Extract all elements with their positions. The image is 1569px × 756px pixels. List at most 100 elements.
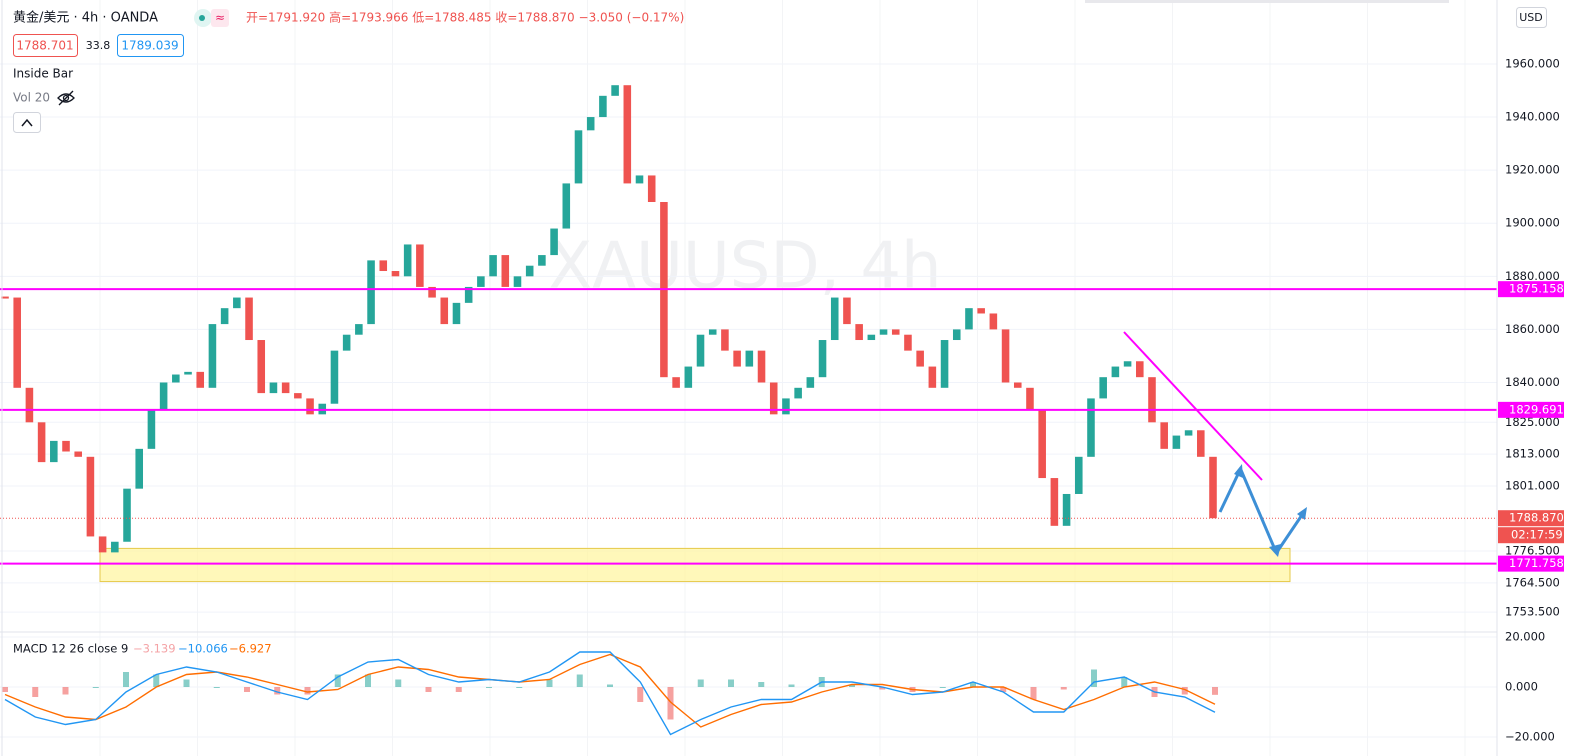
- candle: [464, 286, 473, 303]
- histogram-bar: [879, 687, 886, 690]
- candle: [879, 329, 888, 335]
- candle: [306, 398, 314, 415]
- candle: [538, 255, 546, 266]
- candle: [818, 340, 827, 378]
- candle: [1, 296, 9, 299]
- bid-price: 1788.701: [16, 39, 73, 53]
- histogram-bar: [486, 687, 492, 688]
- pupil: [62, 94, 70, 102]
- bid-box[interactable]: [13, 34, 78, 57]
- candle: [525, 265, 534, 277]
- candle: [184, 371, 192, 375]
- histogram-bar: [607, 684, 613, 687]
- y-tick-label: 1960.000: [1505, 56, 1560, 70]
- candle: [245, 297, 253, 341]
- vertical-grid: [99, 0, 1466, 756]
- candle: [794, 387, 802, 399]
- symbol-title: 黄金/美元 · 4h · OANDA: [13, 10, 158, 26]
- currency-button[interactable]: [1516, 7, 1547, 28]
- histogram-bar: [758, 682, 765, 687]
- histogram-bar: [334, 674, 341, 687]
- hidden-eye-icon[interactable]: [57, 90, 75, 106]
- candle: [147, 409, 156, 449]
- level-label: 1771.758: [1509, 556, 1564, 570]
- candle: [586, 117, 595, 131]
- arrow-head: [1234, 464, 1243, 478]
- candle: [550, 228, 558, 256]
- y-tick-label: 1880.000: [1505, 269, 1560, 283]
- countdown-label: 02:17:59: [1511, 528, 1563, 542]
- candle: [623, 85, 632, 184]
- candle: [233, 297, 241, 309]
- y-tick-label: 1900.000: [1505, 216, 1560, 230]
- candle: [50, 440, 58, 463]
- level-label: 1829.691: [1509, 402, 1564, 416]
- macd-line: [4, 651, 1216, 736]
- y-tick-label: 0.000: [1505, 680, 1538, 694]
- candle: [891, 329, 900, 335]
- candle: [757, 350, 766, 383]
- candle: [855, 324, 863, 341]
- candle: [1160, 422, 1168, 449]
- histogram-bar: [395, 679, 402, 687]
- chevron: [21, 118, 33, 127]
- arrow: [1218, 469, 1242, 513]
- histogram-bar: [728, 679, 734, 687]
- candle: [635, 175, 644, 184]
- histogram-bar: [62, 687, 69, 695]
- histogram-bar: [1000, 687, 1007, 692]
- y-tick-label: 1776.500: [1505, 544, 1560, 558]
- candle: [25, 387, 34, 423]
- candle: [74, 451, 82, 457]
- histogram-bar: [244, 687, 250, 692]
- candle: [745, 350, 754, 367]
- candle: [452, 302, 461, 325]
- candle: [86, 456, 95, 537]
- candle: [965, 308, 973, 330]
- macd-legend-signal: −6.927: [229, 642, 272, 656]
- candle: [721, 329, 729, 351]
- y-tick-label: 1764.500: [1505, 575, 1560, 589]
- histogram-bar: [667, 687, 674, 720]
- arrow-head: [1269, 544, 1281, 557]
- ask-box[interactable]: [117, 34, 184, 57]
- ohlc-readout: 开=1791.920 高=1793.966 低=1788.485 收=1788.…: [246, 10, 684, 25]
- candle: [330, 350, 339, 404]
- candle: [123, 488, 131, 542]
- candle: [843, 297, 851, 325]
- plot-layer: [0, 63, 1497, 738]
- current-price-label: 1788.870: [1509, 511, 1564, 525]
- histogram-bar: [1091, 669, 1097, 687]
- arrow: [1239, 469, 1278, 553]
- indicator-label: Vol 20: [13, 91, 50, 105]
- histogram-bar: [455, 687, 462, 692]
- toolbar-edge: [1085, 0, 1449, 3]
- histogram-bar: [92, 687, 99, 688]
- y-tick-label: 1920.000: [1505, 163, 1560, 177]
- collapse-button[interactable]: [13, 112, 41, 133]
- status-icon: ≈: [215, 11, 225, 25]
- candle: [159, 382, 168, 410]
- candle: [782, 398, 790, 415]
- candle: [1074, 456, 1083, 494]
- candle: [867, 334, 876, 341]
- histogram-bar: [2, 687, 8, 692]
- candle: [952, 329, 961, 341]
- histogram-bar: [123, 672, 129, 687]
- histogram-bar: [365, 674, 371, 687]
- histogram-bar: [1060, 687, 1067, 690]
- currency-label: USD: [1519, 11, 1543, 24]
- candle: [269, 382, 278, 394]
- histogram-bar: [576, 674, 583, 687]
- candle: [1013, 382, 1022, 388]
- candle: [403, 244, 412, 277]
- candle: [1148, 377, 1156, 423]
- candle: [1136, 361, 1144, 378]
- candle: [1026, 387, 1034, 410]
- histogram-bar: [304, 687, 311, 695]
- candle: [477, 276, 485, 287]
- candle: [904, 334, 912, 351]
- histogram-bar: [697, 679, 704, 687]
